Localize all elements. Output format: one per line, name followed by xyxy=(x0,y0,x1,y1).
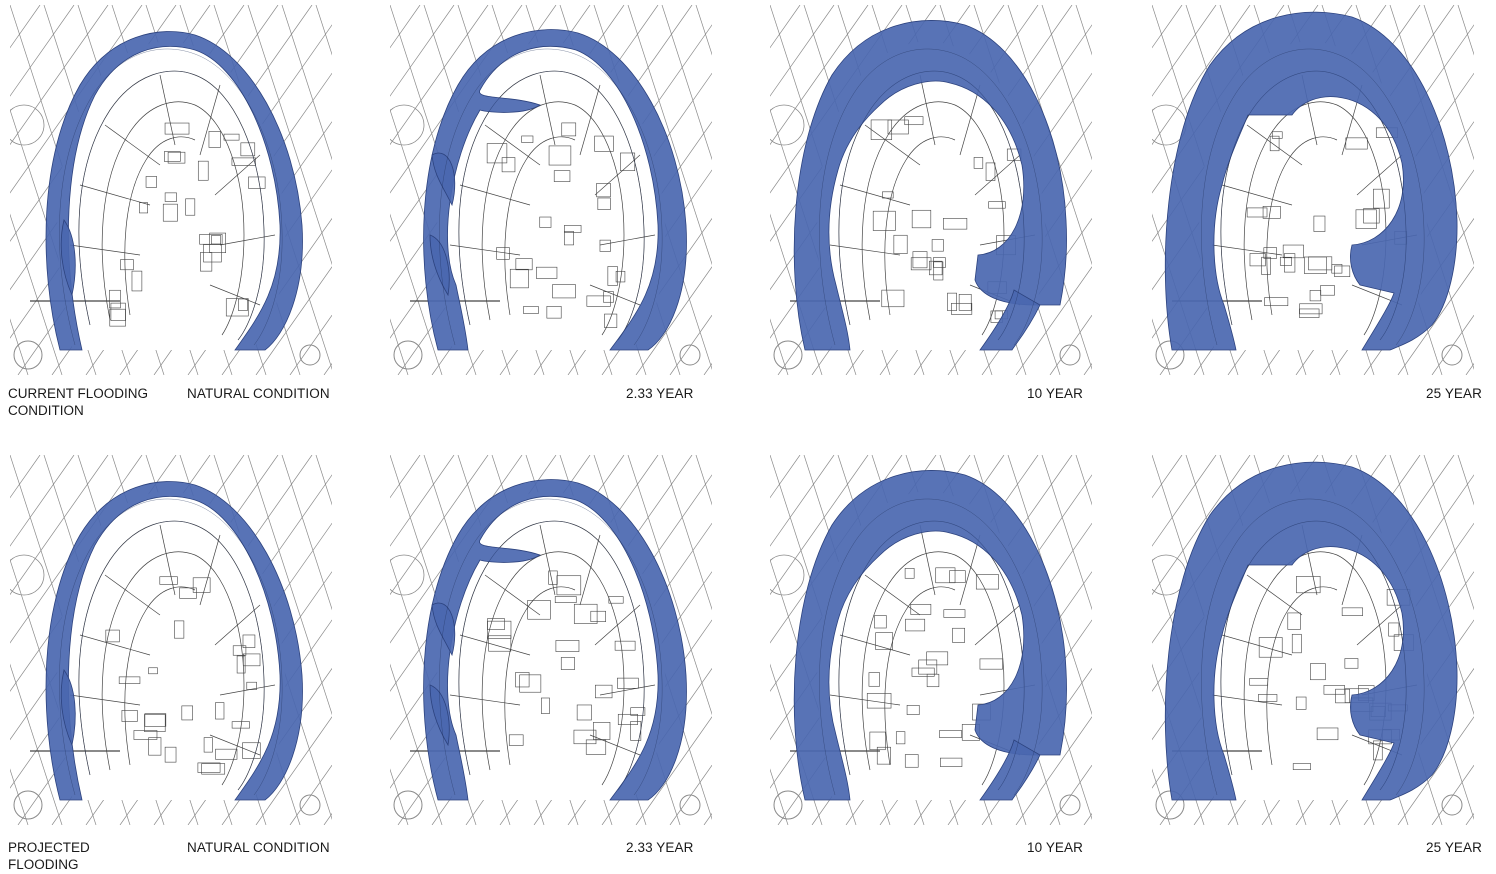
map-panel-current-10-year xyxy=(770,5,1092,375)
map-panel-projected-natural xyxy=(10,455,332,825)
flood-map xyxy=(1152,455,1474,825)
flood-map xyxy=(390,5,712,375)
map-panel-current-2-33-year xyxy=(390,5,712,375)
row-label-projected: PROJECTED FLOODING xyxy=(8,839,118,873)
map-panel-current-25-year xyxy=(1152,5,1474,375)
flood-map xyxy=(1152,5,1474,375)
map-panel-current-natural xyxy=(10,5,332,375)
flood-map xyxy=(770,455,1092,825)
panel-label: 10 YEAR xyxy=(1027,385,1083,402)
map-panel-projected-25-year xyxy=(1152,455,1474,825)
panel-label: NATURAL CONDITION xyxy=(187,839,330,856)
panel-label: NATURAL CONDITION xyxy=(187,385,330,402)
row-label-current: CURRENT FLOODING CONDITION xyxy=(8,385,178,419)
panel-label: 2.33 YEAR xyxy=(626,385,693,402)
flood-map xyxy=(390,455,712,825)
map-panel-projected-10-year xyxy=(770,455,1092,825)
flood-map xyxy=(10,5,332,375)
panel-label: 25 YEAR xyxy=(1426,839,1482,856)
flood-map xyxy=(770,5,1092,375)
flood-map xyxy=(10,455,332,825)
map-panel-projected-2-33-year xyxy=(390,455,712,825)
panel-label: 10 YEAR xyxy=(1027,839,1083,856)
panel-label: 2.33 YEAR xyxy=(626,839,693,856)
panel-label: 25 YEAR xyxy=(1426,385,1482,402)
